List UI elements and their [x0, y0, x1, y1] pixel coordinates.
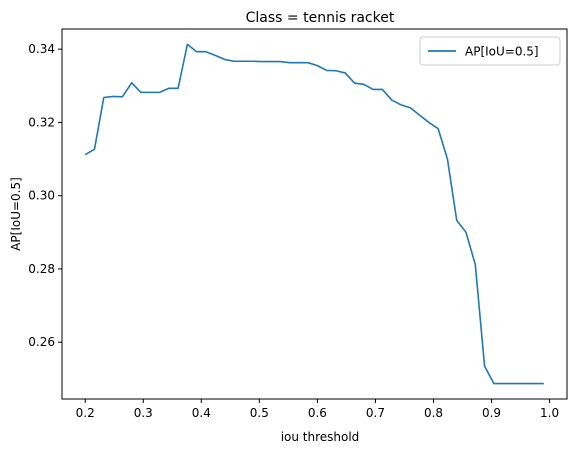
legend: AP[IoU=0.5] [419, 36, 561, 66]
y-tick-label: 0.32 [28, 115, 55, 129]
series-layer [84, 43, 544, 385]
legend-box [419, 36, 561, 66]
x-axis: 0.2 0.3 0.4 0.5 0.6 0.7 0.8 0.9 1.0 [76, 399, 559, 420]
x-tick-label: 1.0 [540, 406, 559, 420]
x-tick-label: 0.3 [134, 406, 153, 420]
y-tick-label: 0.30 [28, 189, 55, 203]
legend-label: AP[IoU=0.5] [465, 45, 539, 59]
plot-area [61, 28, 568, 400]
x-tick-label: 0.4 [192, 406, 211, 420]
chart-title: Class = tennis racket [246, 10, 395, 26]
x-tick-label: 0.8 [424, 406, 443, 420]
y-tick-label: 0.34 [28, 42, 55, 56]
y-axis: 0.26 0.28 0.30 0.32 0.34 [28, 42, 62, 349]
y-tick-label: 0.28 [28, 262, 55, 276]
y-tick-label: 0.26 [28, 335, 55, 349]
x-axis-label: iou threshold [281, 430, 360, 444]
x-tick-label: 0.7 [366, 406, 385, 420]
axes-frame [61, 28, 568, 400]
x-tick-label: 0.5 [250, 406, 269, 420]
y-axis-label: AP[IoU=0.5] [9, 177, 23, 251]
series-line [84, 43, 544, 385]
x-tick-label: 0.9 [482, 406, 501, 420]
x-tick-label: 0.2 [76, 406, 95, 420]
x-tick-label: 0.6 [308, 406, 327, 420]
